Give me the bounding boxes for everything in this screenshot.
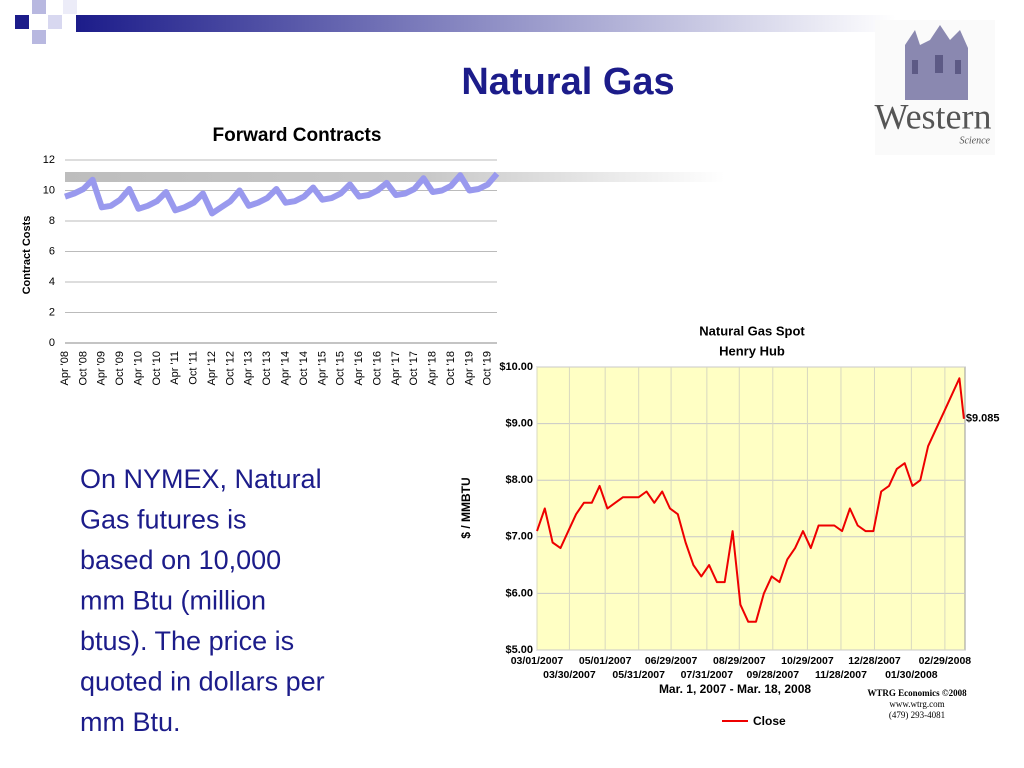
- x-tick-label: Oct '18: [445, 351, 457, 386]
- y-tick-label: $5.00: [505, 644, 533, 656]
- x-tick-label: Apr '08: [59, 351, 71, 386]
- logo-window: [912, 60, 918, 74]
- y-tick-label: 6: [49, 245, 55, 257]
- y-tick-label: $10.00: [499, 361, 533, 373]
- plot-area: [536, 366, 966, 651]
- x-tick-label: Apr '09: [96, 351, 108, 386]
- x-tick-label: Oct '13: [261, 351, 273, 386]
- decor-square: [0, 0, 16, 16]
- x-tick-label: 05/31/2007: [612, 669, 665, 681]
- body-text: mm Btu (million: [80, 586, 266, 616]
- annotation: WTRG Economics ©2008: [867, 688, 967, 698]
- logo-window: [955, 60, 961, 74]
- y-tick-label: $8.00: [505, 474, 533, 486]
- body-text: quoted in dollars per: [80, 667, 325, 697]
- x-tick-label: Apr '11: [169, 351, 181, 385]
- x-tick-label: 03/30/2007: [543, 669, 596, 681]
- x-tick-label: Oct '10: [151, 351, 163, 386]
- slide-title: Natural Gas: [461, 61, 674, 103]
- x-tick-label: 02/29/2008: [919, 655, 972, 667]
- top-bar: [76, 15, 896, 32]
- y-tick-label: 0: [49, 337, 55, 349]
- legend-label: Close: [753, 714, 786, 728]
- x-tick-label: Apr '13: [243, 351, 255, 386]
- x-tick-label: 08/29/2007: [713, 655, 766, 667]
- logo-window: [935, 55, 943, 73]
- x-tick-label: Oct '17: [408, 351, 420, 386]
- x-tick-label: 05/01/2007: [579, 655, 632, 667]
- value-label: $9.085: [966, 413, 1000, 425]
- decor-square: [48, 15, 62, 29]
- x-tick-label: Apr '12: [206, 351, 218, 386]
- y-tick-label: 2: [49, 306, 55, 318]
- annotation: (479) 293-4081: [889, 710, 945, 720]
- x-tick-label: 07/31/2007: [681, 669, 734, 681]
- x-tick-label: Oct '12: [224, 351, 236, 386]
- x-tick-label: Oct '19: [482, 351, 494, 386]
- x-tick-label: Oct '16: [371, 351, 383, 386]
- x-tick-label: Oct '11: [188, 351, 200, 385]
- chart-subtitle: Henry Hub: [719, 343, 785, 358]
- x-tick-label: Apr '17: [390, 351, 402, 386]
- x-tick-label: 12/28/2007: [848, 655, 901, 667]
- series-line: [536, 377, 965, 623]
- y-tick-label: 12: [43, 154, 55, 166]
- y-tick-label: 10: [43, 184, 55, 196]
- x-tick-label: 09/28/2007: [747, 669, 800, 681]
- x-tick-label: Apr '14: [280, 351, 292, 386]
- x-tick-label: Apr '18: [427, 351, 439, 386]
- decor-square: [32, 30, 46, 44]
- y-axis-label: Contract Costs: [21, 216, 33, 295]
- x-tick-label: 06/29/2007: [645, 655, 698, 667]
- logo: Western Science: [874, 20, 995, 155]
- decor-square: [15, 15, 29, 29]
- logo-name: Western: [874, 96, 991, 136]
- logo-subtitle: Science: [959, 135, 990, 146]
- y-tick-label: 8: [49, 215, 55, 227]
- chart-title: Natural Gas Spot: [699, 323, 805, 338]
- x-tick-label: 03/01/2007: [511, 655, 564, 667]
- x-tick-label: Apr '19: [463, 351, 475, 386]
- decor-square: [32, 0, 46, 14]
- decor-square: [63, 0, 77, 14]
- x-tick-label: Apr '10: [132, 351, 144, 386]
- x-axis-label: Mar. 1, 2007 - Mar. 18, 2008: [659, 682, 811, 696]
- x-tick-label: 10/29/2007: [781, 655, 834, 667]
- annotation: www.wtrg.com: [889, 699, 944, 709]
- chart-title: Forward Contracts: [213, 125, 382, 146]
- decor-stripe: [65, 172, 725, 182]
- x-tick-label: Apr '15: [316, 351, 328, 386]
- y-tick-label: $7.00: [505, 531, 533, 543]
- body-text: On NYMEX, Natural: [80, 464, 322, 494]
- x-tick-label: Oct '15: [335, 351, 347, 386]
- y-tick-label: 4: [49, 276, 55, 288]
- body-text: based on 10,000: [80, 545, 281, 575]
- series-line: [64, 171, 500, 217]
- x-tick-label: 11/28/2007: [815, 669, 867, 681]
- y-axis-label: $ / MMBTU: [459, 477, 473, 538]
- y-tick-label: $9.00: [505, 418, 533, 430]
- x-tick-label: Oct '14: [298, 351, 310, 386]
- x-tick-label: Apr '16: [353, 351, 365, 386]
- x-tick-label: 01/30/2008: [885, 669, 938, 681]
- x-tick-label: Oct '08: [77, 351, 89, 386]
- y-tick-label: $6.00: [505, 587, 533, 599]
- body-text: btus). The price is: [80, 626, 294, 656]
- body-text: Gas futures is: [80, 505, 247, 535]
- body-text: mm Btu.: [80, 707, 181, 737]
- x-tick-label: Oct '09: [114, 351, 126, 386]
